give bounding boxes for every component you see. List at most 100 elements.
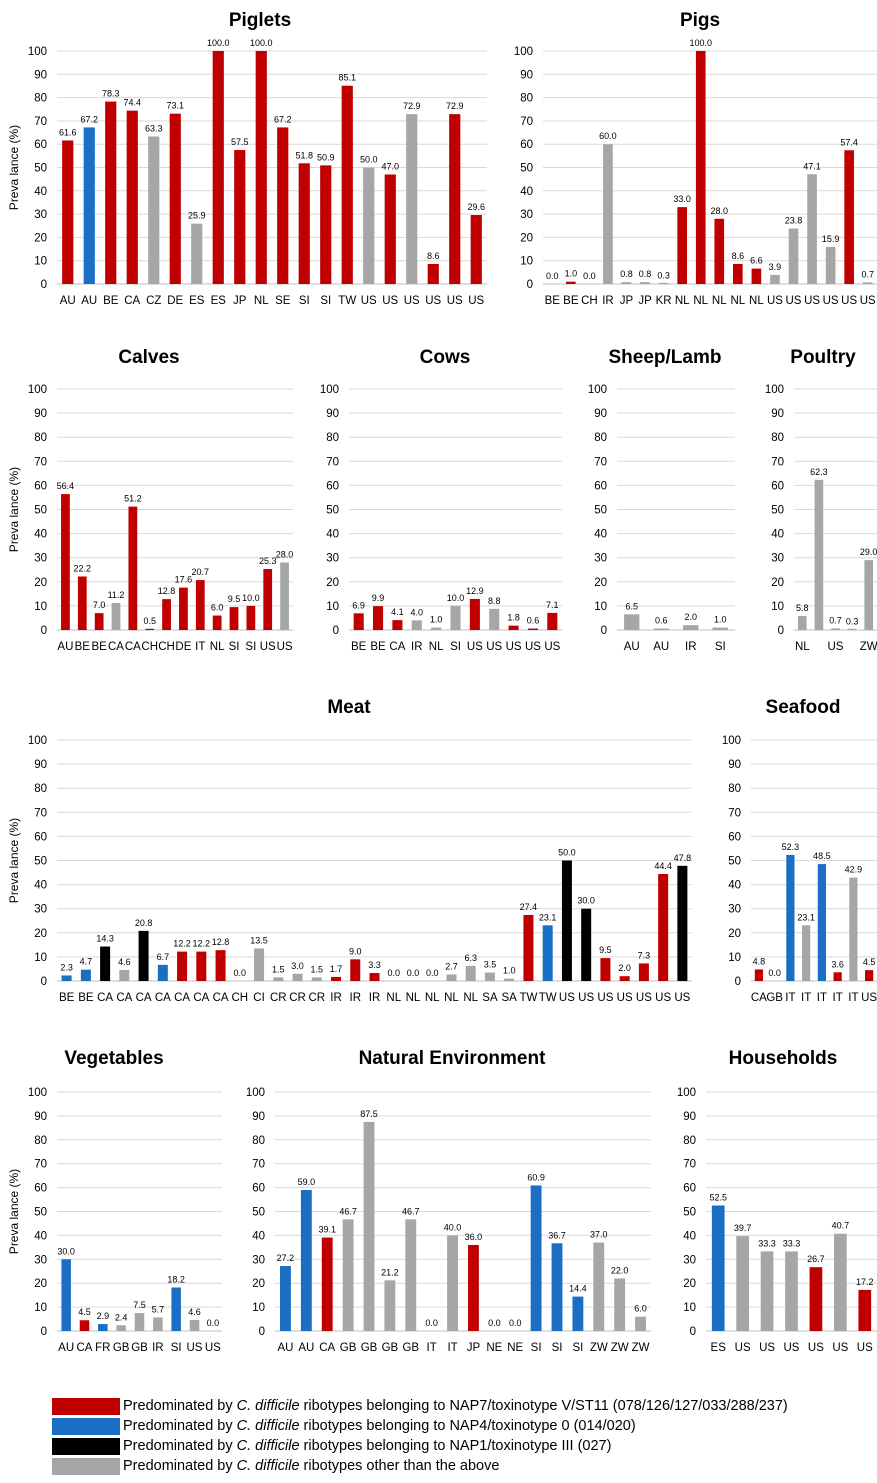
y-tick-label: 20	[34, 928, 47, 940]
chart-panel-vegetables: Vegetables 0 10 20 30 40 50 60 70 80 90 100 Preva la…	[7, 1048, 222, 1354]
x-tick-label: BE	[75, 641, 91, 653]
bar	[624, 614, 640, 630]
data-label: 9.0	[349, 946, 362, 956]
bar	[212, 51, 224, 284]
x-tick-label: NL	[386, 992, 401, 1004]
data-label: 6.3	[464, 953, 477, 963]
data-label: 4.5	[78, 1307, 91, 1317]
data-label: 20.7	[192, 567, 210, 577]
data-label: 62.3	[810, 467, 828, 477]
x-tick-label: CA	[174, 992, 190, 1004]
x-tick-label: SI	[450, 641, 461, 653]
legend-label: Predominated by C. difficile ribotypes b…	[123, 1398, 788, 1414]
y-tick-label: 70	[252, 1159, 265, 1171]
bar	[373, 606, 384, 630]
data-label: 4.1	[391, 607, 404, 617]
y-tick-label: 70	[728, 807, 741, 819]
y-axis-title: Preva lance (%)	[7, 467, 21, 552]
y-tick-label: 20	[326, 577, 339, 589]
y-tick-label: 90	[34, 1111, 47, 1123]
y-tick-label: 80	[34, 783, 47, 795]
x-tick-label: GB	[340, 1342, 357, 1354]
bar	[300, 1189, 312, 1331]
x-tick-label: IR	[369, 992, 381, 1004]
y-tick-label: 60	[34, 480, 47, 492]
data-label: 7.0	[93, 600, 106, 610]
bar	[469, 598, 480, 630]
bar	[331, 976, 342, 981]
data-label: 0.8	[620, 269, 633, 279]
bar	[468, 1244, 479, 1331]
bar	[234, 150, 246, 284]
x-tick-label: NL	[712, 295, 727, 307]
x-tick-label: CA	[213, 992, 229, 1004]
chart-panel-piglets: Piglets 0 10 20 30 40 50 60 70 80 90 100 Preva lance…	[7, 10, 487, 307]
y-tick-label: 0	[778, 625, 784, 637]
data-label: 3.6	[831, 959, 844, 969]
bar	[162, 599, 171, 630]
legend-label: Predominated by C. difficile ribotypes o…	[123, 1458, 500, 1474]
x-tick-label: AU	[624, 641, 640, 653]
data-label: 25.3	[259, 556, 277, 566]
y-tick-label: 60	[34, 139, 47, 151]
y-tick-label: 30	[594, 553, 607, 565]
data-label: 12.8	[158, 586, 176, 596]
y-tick-label: 0	[735, 976, 741, 988]
data-label: 0.0	[407, 968, 420, 978]
bar	[171, 1287, 181, 1331]
y-tick-label: 10	[252, 1302, 265, 1314]
data-label: 23.1	[797, 912, 815, 922]
data-label: 40.0	[444, 1222, 462, 1232]
data-label: 12.2	[193, 939, 211, 949]
bar	[653, 628, 669, 630]
x-tick-label: BE	[103, 295, 119, 307]
data-label: 17.2	[856, 1277, 874, 1287]
y-tick-label: 60	[34, 1183, 47, 1195]
x-tick-label: US	[808, 1342, 824, 1354]
data-label: 2.0	[618, 963, 631, 973]
y-tick-label: 20	[594, 577, 607, 589]
data-label: 72.9	[446, 101, 464, 111]
y-tick-label: 50	[728, 856, 741, 868]
bar	[833, 972, 842, 981]
x-tick-label: CR	[289, 992, 306, 1004]
x-tick-label: IT	[427, 1342, 437, 1354]
data-label: 4.7	[80, 957, 93, 967]
data-label: 1.0	[565, 269, 578, 279]
data-label: 78.3	[102, 89, 120, 99]
data-label: 46.7	[339, 1206, 357, 1216]
bar	[321, 1237, 333, 1331]
x-tick-label: CR	[308, 992, 325, 1004]
bar	[465, 965, 476, 981]
bar	[61, 1259, 71, 1331]
x-tick-label: SE	[275, 295, 291, 307]
y-tick-label: 70	[34, 116, 47, 128]
x-tick-label: ZW	[611, 1342, 629, 1354]
bar	[614, 1278, 626, 1331]
y-tick-label: 100	[722, 735, 741, 747]
data-label: 47.1	[803, 161, 821, 171]
bar	[770, 274, 780, 284]
legend-item-gray: Predominated by C. difficile ribotypes o…	[52, 1456, 788, 1476]
chart-panel-households: Households 0 10 20 30 40 50 60 70 80 90 100 52.5 ES 39…	[677, 1048, 877, 1354]
x-tick-label: CA	[97, 992, 113, 1004]
bar	[542, 925, 553, 981]
bar	[658, 873, 669, 981]
data-label: 6.7	[157, 952, 170, 962]
data-label: 1.0	[503, 966, 516, 976]
x-tick-label: GB	[361, 1342, 378, 1354]
data-label: 5.7	[152, 1304, 165, 1314]
data-label: 100.0	[250, 38, 273, 48]
bar	[484, 972, 495, 981]
x-tick-label: NL	[463, 992, 478, 1004]
bar	[600, 958, 611, 981]
y-tick-label: 100	[28, 735, 47, 747]
chart-title: Meat	[327, 697, 371, 718]
x-tick-label: CH	[141, 641, 158, 653]
bar	[788, 228, 799, 284]
x-tick-label: US	[861, 992, 877, 1004]
y-tick-label: 20	[34, 232, 47, 244]
y-tick-label: 80	[771, 432, 784, 444]
data-label: 60.9	[527, 1172, 545, 1182]
x-tick-label: JP	[620, 295, 634, 307]
